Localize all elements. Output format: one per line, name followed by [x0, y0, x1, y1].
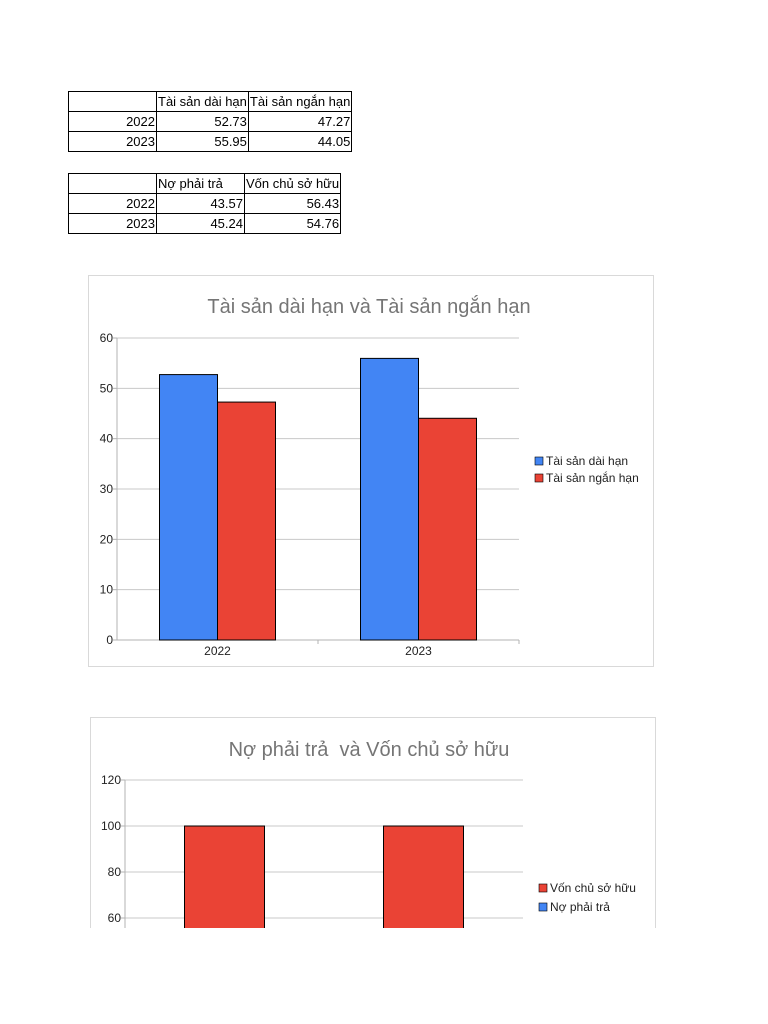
legend-swatch — [538, 902, 548, 912]
bar-2022-series-2 — [217, 401, 276, 641]
data-table-liabilities: Nợ phải trả Vốn chủ sở hữu 2022 43.57 56… — [68, 173, 342, 234]
y-tick-label: 60 — [108, 911, 122, 925]
liabilities-equity-chart-svg: Nợ phải trả và Vốn chủ sở hữu 60 80 100 120… — [101, 739, 636, 928]
table-row: 2023 55.95 44.05 — [68, 131, 353, 152]
header-cell[interactable]: Tài sản ngắn hạn — [247, 91, 353, 112]
header-cell[interactable]: Nợ phải trả — [156, 173, 245, 194]
x-tick-label: 2022 — [204, 644, 231, 658]
header-cell[interactable]: Vốn chủ sở hữu — [243, 173, 342, 194]
table-cell[interactable]: 56.43 — [243, 193, 342, 214]
table-cell[interactable]: 45.24 — [156, 213, 245, 234]
table-row: 2022 43.57 56.43 — [68, 193, 342, 214]
table-cell[interactable]: 43.57 — [156, 193, 245, 214]
legend-label: Tài sản dài hạn — [546, 454, 628, 468]
y-tick-label: 10 — [100, 583, 114, 597]
legend-label: Tài sản ngắn hạn — [546, 470, 639, 485]
y-tick-label: 80 — [108, 865, 122, 879]
y-tick-label: 50 — [100, 381, 114, 395]
legend-swatch — [534, 473, 544, 483]
x-tick-label: 2023 — [405, 644, 432, 658]
y-tick-label: 0 — [106, 633, 113, 647]
y-tick-label: 60 — [100, 331, 114, 345]
liabilities-equity-chart[interactable]: Nợ phải trả và Vốn chủ sở hữu 60 80 100 120… — [90, 717, 656, 928]
bar-2023-series-1 — [360, 357, 419, 641]
header-cell[interactable] — [68, 173, 157, 194]
bar-2022-series-1 — [159, 374, 218, 641]
table-cell[interactable]: 52.73 — [156, 111, 249, 132]
chart-title: Nợ phải trả và Vốn chủ sở hữu — [229, 739, 510, 761]
header-cell[interactable]: Tài sản dài hạn — [156, 91, 249, 112]
bar-2023-upper — [383, 825, 464, 928]
table-cell[interactable]: 47.27 — [247, 111, 353, 132]
table-header-row: Nợ phải trả Vốn chủ sở hữu — [68, 173, 342, 194]
assets-chart[interactable]: Tài sản dài hạn và Tài sản ngắn hạn 0 10 2… — [88, 275, 654, 667]
table-cell[interactable]: 2022 — [68, 111, 157, 132]
table-header-row: Tài sản dài hạn Tài sản ngắn hạn — [68, 91, 353, 112]
table-row: 2023 45.24 54.76 — [68, 213, 342, 234]
y-tick-label: 120 — [101, 773, 121, 787]
legend-label: Nợ phải trả — [550, 900, 610, 914]
y-tick-label: 100 — [101, 819, 121, 833]
data-table-assets: Tài sản dài hạn Tài sản ngắn hạn 2022 52… — [68, 91, 353, 152]
y-tick-label: 40 — [100, 432, 114, 446]
legend-swatch — [538, 883, 548, 893]
table-cell[interactable]: 2022 — [68, 193, 157, 214]
header-cell[interactable] — [68, 91, 157, 112]
table-row: 2022 52.73 47.27 — [68, 111, 353, 132]
y-tick-label: 30 — [100, 482, 114, 496]
table-cell[interactable]: 2023 — [68, 131, 157, 152]
assets-chart-svg: Tài sản dài hạn và Tài sản ngắn hạn 0 10 2… — [100, 295, 639, 658]
y-tick-label: 20 — [100, 532, 114, 546]
chart-title: Tài sản dài hạn và Tài sản ngắn hạn — [207, 295, 530, 318]
table-cell[interactable]: 55.95 — [156, 131, 249, 152]
bar-2022-upper — [184, 825, 265, 928]
legend-swatch — [534, 456, 544, 466]
table-cell[interactable]: 54.76 — [243, 213, 342, 234]
table-cell[interactable]: 44.05 — [247, 131, 353, 152]
legend-label: Vốn chủ sở hữu — [550, 881, 636, 895]
bar-2023-series-2 — [418, 417, 477, 641]
table-cell[interactable]: 2023 — [68, 213, 157, 234]
